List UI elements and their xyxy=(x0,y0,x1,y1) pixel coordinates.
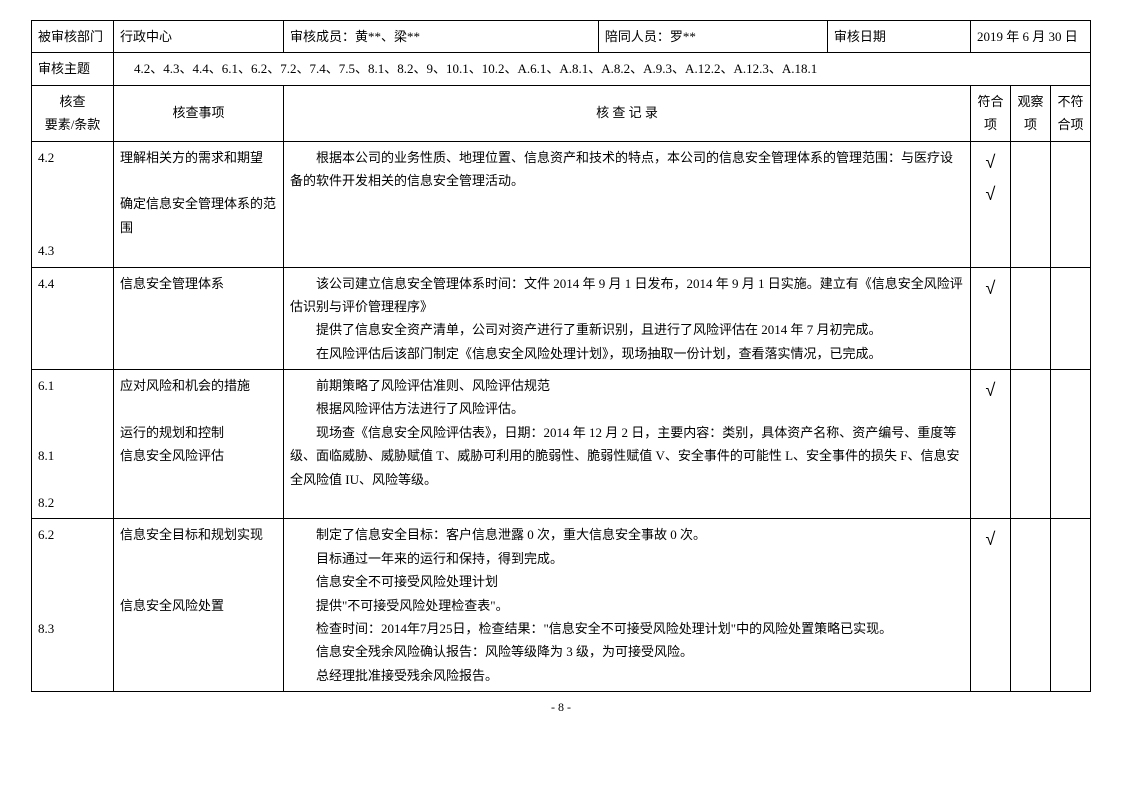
record-cell: 根据本公司的业务性质、地理位置、信息资产和技术的特点，本公司的信息安全管理体系的… xyxy=(284,141,971,267)
accompany-label: 陪同人员： xyxy=(605,29,670,44)
conform-cell: √ xyxy=(971,267,1011,370)
record-cell: 该公司建立信息安全管理体系时间：文件 2014 年 9 月 1 日发布，2014… xyxy=(284,267,971,370)
elem-cell: 6.1 8.1 8.2 xyxy=(32,370,114,519)
observe-cell xyxy=(1011,141,1051,267)
record-cell: 制定了信息安全目标：客户信息泄露 0 次，重大信息安全事故 0 次。 目标通过一… xyxy=(284,519,971,692)
record-cell: 前期策略了风险评估准则、风险评估规范 根据风险评估方法进行了风险评估。 现场查《… xyxy=(284,370,971,519)
elem-cell: 4.2 4.3 xyxy=(32,141,114,267)
theme-value: 4.2、4.3、4.4、6.1、6.2、7.2、7.4、7.5、8.1、8.2、… xyxy=(114,53,1091,85)
members-value: 黄**、梁** xyxy=(355,29,420,44)
table-row: 4.2 4.3理解相关方的需求和期望 确定信息安全管理体系的范围 根据本公司的业… xyxy=(32,141,1091,267)
accompany-value: 罗** xyxy=(670,29,696,44)
elem-cell: 4.4 xyxy=(32,267,114,370)
date-value: 2019 年 6 月 30 日 xyxy=(971,21,1091,53)
item-cell: 理解相关方的需求和期望 确定信息安全管理体系的范围 xyxy=(114,141,284,267)
column-header-row: 核查 要素/条款 核查事项 核 查 记 录 符合项 观察项 不符合项 xyxy=(32,85,1091,141)
members-label: 审核成员： xyxy=(290,29,355,44)
conform-cell: √ √ xyxy=(971,141,1011,267)
nonconform-cell xyxy=(1051,370,1091,519)
elem-cell: 6.2 8.3 xyxy=(32,519,114,692)
col-observe: 观察项 xyxy=(1011,85,1051,141)
nonconform-cell xyxy=(1051,519,1091,692)
nonconform-cell xyxy=(1051,141,1091,267)
header-row: 被审核部门 行政中心 审核成员：黄**、梁** 陪同人员：罗** 审核日期 20… xyxy=(32,21,1091,53)
item-cell: 信息安全目标和规划实现 信息安全风险处置 xyxy=(114,519,284,692)
observe-cell xyxy=(1011,519,1051,692)
nonconform-cell xyxy=(1051,267,1091,370)
table-row: 4.4信息安全管理体系 该公司建立信息安全管理体系时间：文件 2014 年 9 … xyxy=(32,267,1091,370)
col-nonconform: 不符合项 xyxy=(1051,85,1091,141)
theme-label: 审核主题 xyxy=(32,53,114,85)
observe-cell xyxy=(1011,370,1051,519)
accompany-cell: 陪同人员：罗** xyxy=(598,21,827,53)
dept-label: 被审核部门 xyxy=(32,21,114,53)
conform-cell: √ xyxy=(971,519,1011,692)
dept-value: 行政中心 xyxy=(114,21,284,53)
col-record: 核 查 记 录 xyxy=(284,85,971,141)
col-conform: 符合项 xyxy=(971,85,1011,141)
members-cell: 审核成员：黄**、梁** xyxy=(284,21,599,53)
observe-cell xyxy=(1011,267,1051,370)
col-item: 核查事项 xyxy=(114,85,284,141)
item-cell: 应对风险和机会的措施 运行的规划和控制 信息安全风险评估 xyxy=(114,370,284,519)
audit-table: 被审核部门 行政中心 审核成员：黄**、梁** 陪同人员：罗** 审核日期 20… xyxy=(31,20,1091,692)
date-label: 审核日期 xyxy=(827,21,970,53)
col-elem: 核查 要素/条款 xyxy=(32,85,114,141)
item-cell: 信息安全管理体系 xyxy=(114,267,284,370)
theme-row: 审核主题 4.2、4.3、4.4、6.1、6.2、7.2、7.4、7.5、8.1… xyxy=(32,53,1091,85)
conform-cell: √ xyxy=(971,370,1011,519)
table-row: 6.2 8.3信息安全目标和规划实现 信息安全风险处置 制定了信息安全目标：客户… xyxy=(32,519,1091,692)
table-row: 6.1 8.1 8.2应对风险和机会的措施 运行的规划和控制 信息安全风险评估 … xyxy=(32,370,1091,519)
page-number: - 8 - xyxy=(20,700,1102,715)
